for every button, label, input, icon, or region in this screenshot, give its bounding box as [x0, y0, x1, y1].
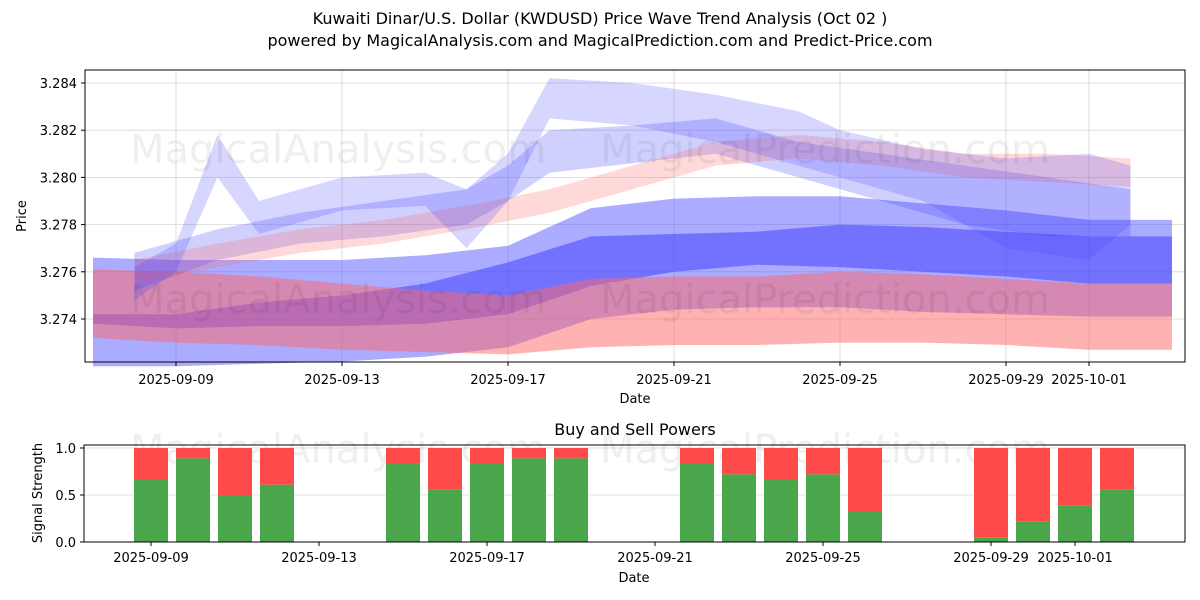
x-tick-label: 2025-09-21: [617, 551, 693, 566]
buy-bar: [134, 479, 168, 542]
buy-bar: [680, 463, 714, 542]
x-tick-label: 2025-09-29: [953, 551, 1029, 566]
buy-bar: [848, 510, 882, 542]
x-tick-label: 2025-09-13: [304, 373, 380, 388]
sell-bar: [680, 448, 714, 464]
y-tick-label: 3.280: [40, 171, 77, 186]
y-tick-label: 0.0: [55, 536, 76, 551]
buy-bar: [218, 495, 252, 542]
x-tick-label: 2025-10-01: [1051, 373, 1127, 388]
price-ticks: 2025-09-09 2025-09-13 2025-09-17 2025-09-21…: [40, 77, 1127, 388]
band-blue-stream-mid: [134, 118, 1131, 291]
y-tick-label: 3.276: [40, 266, 77, 281]
y-tick-label: 3.278: [40, 219, 77, 234]
sell-bar: [722, 448, 756, 475]
sell-bar: [176, 448, 210, 459]
price-bands: [93, 78, 1172, 367]
buy-bar: [764, 479, 798, 542]
sell-bar: [554, 448, 588, 459]
sell-bar: [470, 448, 504, 464]
buy-bar: [260, 484, 294, 542]
sell-bar: [260, 448, 294, 485]
buy-bar: [470, 463, 504, 542]
price-x-label: Date: [619, 392, 650, 407]
buy-bar: [806, 474, 840, 542]
y-tick-label: 0.5: [55, 489, 76, 504]
band-red-wide-lower: [93, 269, 1172, 355]
chart-subtitle: powered by MagicalAnalysis.com and Magic…: [267, 31, 933, 50]
sell-bar: [386, 448, 420, 464]
buy-bar: [512, 458, 546, 542]
bar-x-label: Date: [618, 571, 649, 586]
buy-bar: [176, 458, 210, 542]
x-tick-label: 2025-09-21: [636, 373, 712, 388]
x-tick-label: 2025-09-17: [449, 551, 525, 566]
buy-bar: [974, 537, 1008, 542]
watermark: MagicalPrediction.com: [600, 277, 1050, 323]
sell-bar: [428, 448, 462, 490]
buy-bar: [1058, 505, 1092, 542]
sell-bar: [806, 448, 840, 475]
sell-bar: [134, 448, 168, 480]
price-y-label: Price: [15, 200, 30, 232]
price-axes-frame: [84, 69, 1186, 363]
bar-y-label: Signal Strength: [31, 443, 46, 543]
x-tick-label: 2025-09-17: [470, 373, 546, 388]
sell-bar: [1100, 448, 1134, 490]
y-tick-label: 3.282: [40, 124, 77, 139]
bar-chart-title: Buy and Sell Powers: [554, 420, 716, 439]
buy-bar: [1100, 489, 1134, 542]
sell-bar: [764, 448, 798, 480]
buy-bar: [428, 489, 462, 542]
sell-bar: [1058, 448, 1092, 506]
buy-bar: [386, 463, 420, 542]
bars: [134, 448, 1134, 542]
bar-axes-frame: [83, 444, 1186, 543]
y-tick-label: 3.284: [40, 77, 77, 92]
x-tick-label: 2025-09-09: [138, 373, 214, 388]
x-tick-label: 2025-10-01: [1037, 551, 1113, 566]
buy-bar: [1016, 521, 1050, 542]
sell-bar: [218, 448, 252, 495]
x-tick-label: 2025-09-09: [113, 551, 189, 566]
buy-bar: [554, 458, 588, 542]
sell-bar: [512, 448, 546, 459]
sell-bar: [1016, 448, 1050, 522]
watermark: MagicalPrediction.com: [600, 127, 1050, 173]
band-blue-stream-high: [134, 78, 1131, 301]
sell-bar: [848, 448, 882, 511]
x-tick-label: 2025-09-13: [281, 551, 357, 566]
x-tick-label: 2025-09-25: [802, 373, 878, 388]
buy-bar: [722, 474, 756, 542]
x-tick-label: 2025-09-29: [968, 373, 1044, 388]
chart-title: Kuwaiti Dinar/U.S. Dollar (KWDUSD) Price…: [312, 9, 888, 28]
bar-ticks: 2025-09-09 2025-09-13 2025-09-17 2025-09-21…: [55, 442, 1112, 566]
y-tick-label: 1.0: [55, 442, 76, 457]
watermark: MagicalAnalysis.com: [130, 127, 546, 173]
y-tick-label: 3.274: [40, 313, 77, 328]
watermark: MagicalAnalysis.com: [130, 277, 546, 323]
x-tick-label: 2025-09-25: [785, 551, 861, 566]
sell-bar: [974, 448, 1008, 538]
